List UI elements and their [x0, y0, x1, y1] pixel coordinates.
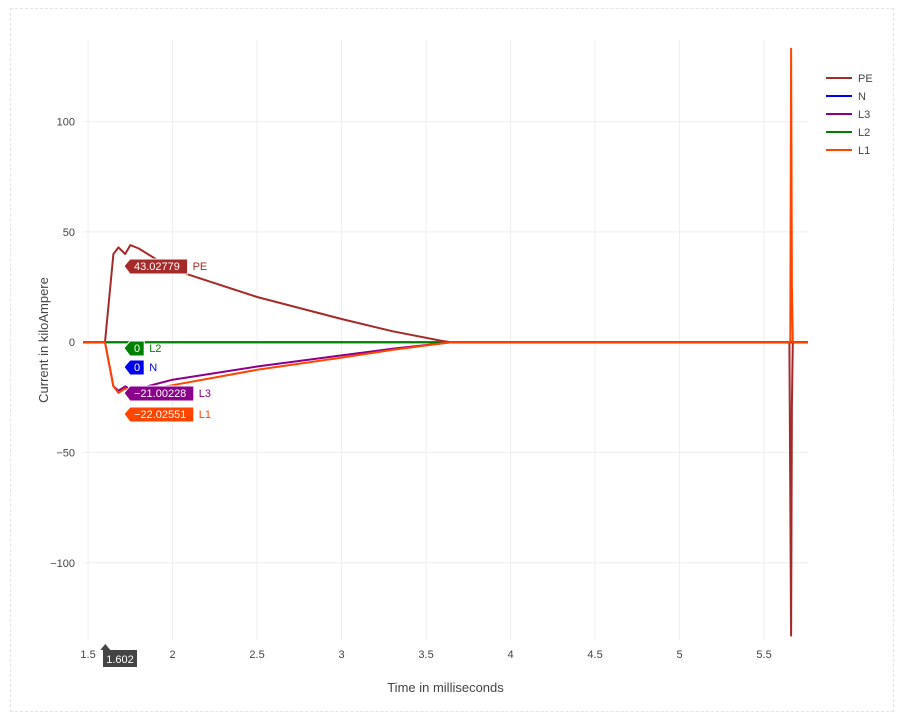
x-tick-label: 3.5 — [418, 649, 433, 661]
gridlines — [83, 40, 808, 640]
hover-series-name: L3 — [199, 388, 211, 400]
y-tick-label: 0 — [69, 337, 75, 349]
legend-item-n[interactable]: N — [826, 91, 866, 103]
series-line-l1[interactable] — [83, 47, 808, 394]
y-tick-label: 50 — [63, 227, 75, 239]
y-axis-title: Current in kiloAmpere — [36, 277, 51, 403]
hover-box — [123, 406, 195, 423]
legend-label: L3 — [858, 109, 870, 121]
x-tick-label: 3 — [339, 649, 345, 661]
hover-x-label: 1.602 — [100, 644, 137, 667]
legend-item-l3[interactable]: L3 — [826, 109, 870, 121]
hover-series-name: L2 — [149, 343, 161, 355]
hover-value: −22.02551 — [134, 409, 186, 421]
hover-value: 0 — [134, 362, 140, 374]
hover-series-name: N — [149, 362, 157, 374]
x-tick-label: 2.5 — [249, 649, 264, 661]
hover-series-name: L1 — [199, 409, 211, 421]
hover-box — [123, 359, 145, 376]
legend-label: PE — [858, 73, 873, 85]
legend-label: L2 — [858, 127, 870, 139]
legend-item-pe[interactable]: PE — [826, 73, 873, 85]
hover-value: 43.02779 — [134, 261, 180, 273]
hover-label-l2: 0 L2 — [123, 340, 161, 357]
y-tick-label: −100 — [50, 558, 75, 570]
hover-label-l1: −22.02551 L1 — [123, 406, 211, 423]
x-axis-title: Time in milliseconds — [387, 680, 504, 695]
chart-frame — [10, 8, 894, 712]
series-lines[interactable] — [83, 47, 808, 637]
hover-box — [123, 340, 145, 357]
legend-label: L1 — [858, 145, 870, 157]
x-tick-label: 4.5 — [587, 649, 602, 661]
hover-x-value: 1.602 — [106, 654, 134, 666]
y-tick-label: −50 — [56, 448, 75, 460]
legend-label: N — [858, 91, 866, 103]
hover-value: −21.00228 — [134, 388, 186, 400]
legend[interactable]: PE N L3 L2 L1 — [826, 73, 873, 157]
x-tick-label: 5 — [676, 649, 682, 661]
x-tick-label: 2 — [170, 649, 176, 661]
legend-item-l1[interactable]: L1 — [826, 145, 870, 157]
hover-value: 0 — [134, 343, 140, 355]
x-tick-label: 1.5 — [80, 649, 95, 661]
y-tick-label: 100 — [57, 117, 75, 129]
x-tick-label: 4 — [508, 649, 514, 661]
series-line-l3[interactable] — [83, 341, 808, 392]
legend-item-l2[interactable]: L2 — [826, 127, 870, 139]
x-tick-label: 5.5 — [756, 649, 771, 661]
series-line-pe[interactable] — [83, 244, 808, 637]
hover-label-l3: −21.00228 L3 — [123, 385, 211, 402]
hover-series-name: PE — [193, 261, 208, 273]
axis-ticks: 1.5 2 2.5 3 3.5 4 4.5 5 5.5 −100 −50 0 50 100 — [50, 117, 771, 661]
hover-x-box — [100, 644, 137, 667]
hover-labels: 43.02779 PE 0 L2 0 N −21.00228 L3 −22.02551 L1 1.6… — [100, 258, 211, 667]
hover-box — [123, 258, 189, 275]
hover-box — [123, 385, 195, 402]
hover-label-pe: 43.02779 PE — [123, 258, 208, 275]
